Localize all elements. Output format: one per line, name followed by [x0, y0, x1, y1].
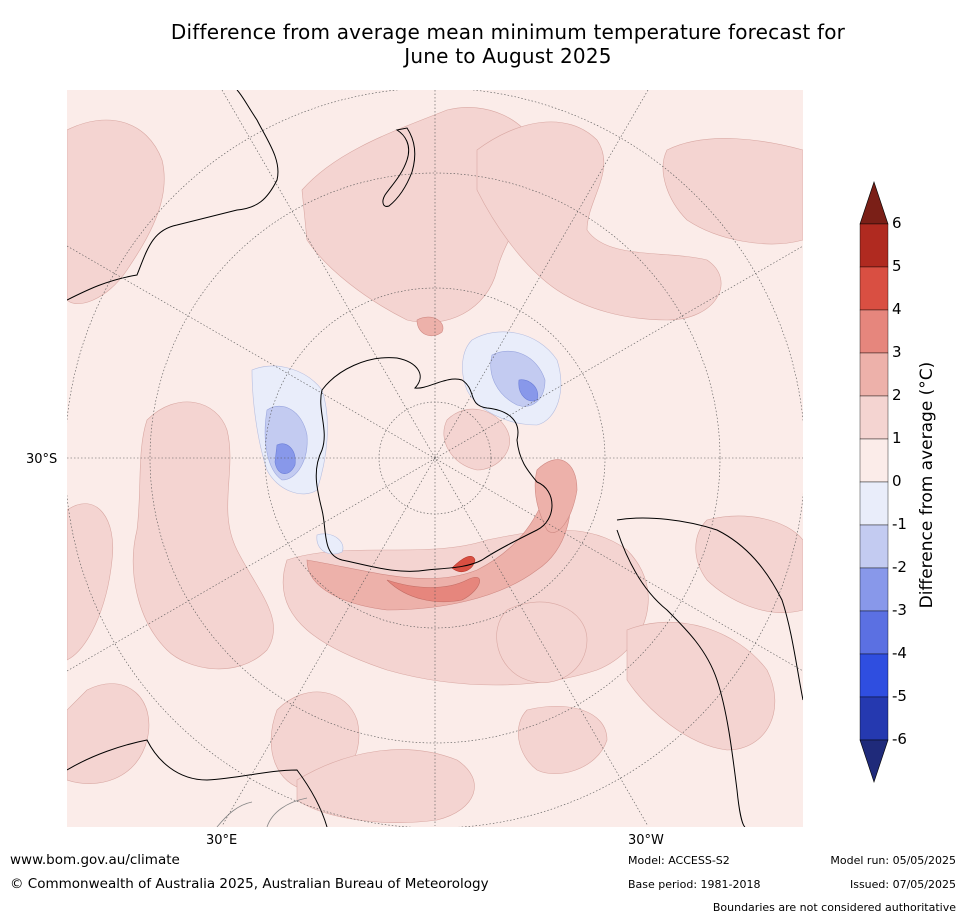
anomaly-neg-2-to-3-areas [274, 379, 539, 474]
colorbar-tick-label: 2 [892, 386, 902, 404]
colorbar-bin [859, 653, 889, 698]
lon-label-30e: 30°E [206, 833, 238, 848]
colorbar-bin [859, 610, 889, 655]
chart-title: Difference from average mean minimum tem… [60, 20, 956, 68]
anomaly-1-to-2-areas [67, 107, 803, 823]
colorbar-tick-label: 3 [892, 343, 902, 361]
title-line-2: June to August 2025 [404, 44, 612, 68]
anomaly-4-to-5-areas [451, 556, 476, 572]
colorbar-bin [859, 309, 889, 354]
colorbar-svg [859, 181, 889, 783]
colorbar-bin [859, 352, 889, 397]
colorbar-tick-label: -5 [892, 687, 907, 705]
africa-borders [216, 797, 308, 827]
colorbar-tick-label: 5 [892, 257, 902, 275]
africa-coastline [67, 739, 328, 827]
colorbar-bin [859, 438, 889, 483]
new-zealand-coastline [382, 127, 416, 207]
colorbar-tick-label: -1 [892, 515, 907, 533]
south-america-coastline [616, 517, 803, 827]
title-line-1: Difference from average mean minimum tem… [170, 20, 846, 44]
map-panel[interactable] [67, 90, 803, 827]
colorbar-bin [859, 481, 889, 526]
issued-info: Issued: 07/05/2025 [849, 878, 956, 891]
colorbar-tick-label: -4 [892, 644, 907, 662]
boundary-disclaimer: Boundaries are not considered authoritat… [712, 901, 956, 914]
colorbar-bin [859, 266, 889, 311]
model-run-info: Model run: 05/05/2025 [830, 854, 956, 867]
antarctica-coastline [315, 357, 553, 572]
copyright-text: © Commonwealth of Australia 2025, Austra… [10, 876, 489, 892]
map-svg [67, 90, 803, 827]
colorbar-tick-label: -3 [892, 601, 907, 619]
colorbar-bin [859, 223, 889, 268]
colorbar-tick-label: 6 [892, 214, 902, 232]
lat-label-30s: 30°S [26, 452, 58, 467]
colorbar-tick-label: -2 [892, 558, 907, 576]
colorbar-title: Difference from average (°C) [917, 361, 937, 609]
colorbar-bin [859, 567, 889, 612]
australia-coastline [67, 90, 279, 301]
graticule [67, 90, 803, 827]
colorbar-tick-label: 1 [892, 429, 902, 447]
colorbar-bin [859, 395, 889, 440]
base-period-info: Base period: 1981-2018 [628, 878, 761, 891]
colorbar-bin [859, 696, 889, 741]
colorbar-bin [859, 524, 889, 569]
colorbar-arrow-bottom [859, 739, 889, 783]
lon-label-30w: 30°W [628, 833, 664, 848]
colorbar-arrow-top [859, 181, 889, 225]
website-link[interactable]: www.bom.gov.au/climate [10, 852, 180, 868]
anomaly-3-to-4-areas [386, 577, 481, 603]
anomaly-2-to-3-areas [306, 316, 578, 611]
colorbar-tick-label: 0 [892, 472, 902, 490]
model-info: Model: ACCESS-S2 [628, 854, 730, 867]
colorbar: 6 5 4 3 2 1 0 -1 -2 -3 -4 -5 -6 [855, 180, 965, 790]
colorbar-tick-label: 4 [892, 300, 902, 318]
colorbar-tick-label: -6 [892, 730, 907, 748]
